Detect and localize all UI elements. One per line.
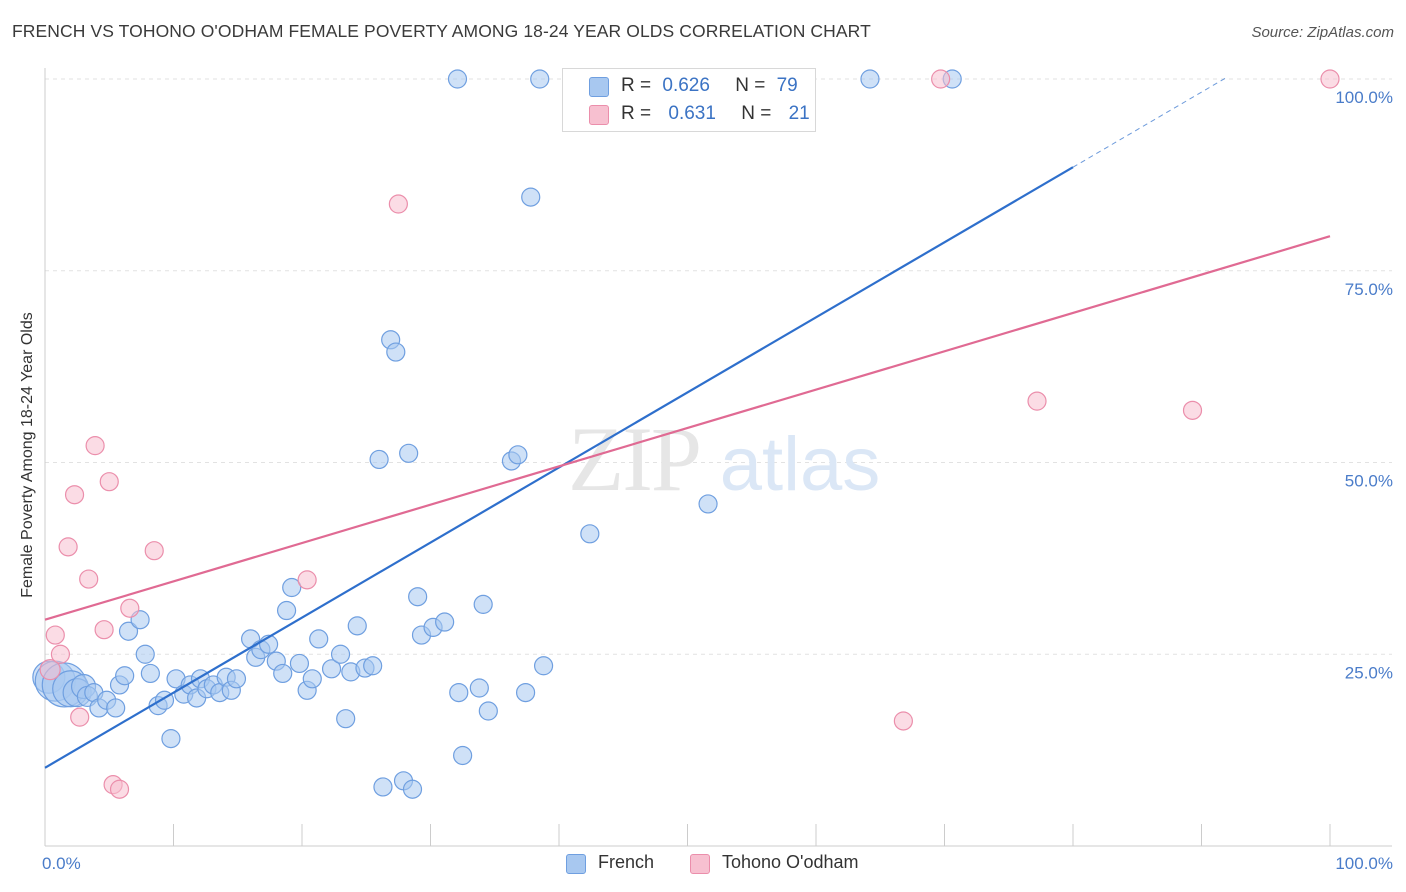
r-label: R =: [621, 103, 652, 124]
french-point: [302, 669, 322, 689]
french-point: [336, 709, 356, 729]
tohono-point: [45, 625, 65, 645]
french-point: [321, 659, 342, 679]
n-value-french: 79: [776, 75, 798, 96]
x-tick-label: 100.0%: [1335, 854, 1393, 873]
r-value-french: 0.626: [662, 75, 710, 96]
french-point: [347, 616, 367, 636]
y-tick-label: 100.0%: [1335, 88, 1393, 107]
correlation-legend: R = 0.626 N = 79 R = 0.631 N = 21: [562, 68, 816, 132]
french-point: [363, 656, 383, 676]
y-tick-label: 75.0%: [1345, 280, 1393, 299]
tohono-point: [70, 707, 90, 727]
french-point: [115, 666, 135, 686]
legend-label-french: French: [598, 852, 655, 872]
data-points: [32, 69, 1340, 799]
french-point: [860, 69, 880, 89]
french-point: [135, 644, 155, 664]
tohono-point: [94, 620, 114, 640]
french-point: [106, 698, 126, 718]
tohono-point: [388, 194, 408, 214]
legend-text-tohono: R = 0.631 N = 21: [621, 103, 810, 125]
french-trend-extension: [1072, 76, 1228, 168]
series-legend: French Tohono O'odham: [0, 852, 1406, 878]
french-point: [478, 701, 498, 721]
french-point: [533, 656, 554, 676]
french-point: [140, 663, 160, 684]
french-point: [449, 682, 469, 703]
tohono-trend-line: [44, 235, 1331, 621]
french-point: [369, 449, 389, 470]
r-value-tohono: 0.631: [668, 103, 716, 124]
tohono-point: [85, 436, 105, 456]
french-point: [399, 443, 419, 463]
chart-source: Source: ZipAtlas.com: [1251, 24, 1394, 41]
tohono-point: [50, 644, 71, 664]
n-label: N =: [735, 75, 766, 96]
french-point: [515, 682, 536, 703]
french-point: [309, 629, 329, 649]
r-label: R =: [621, 75, 652, 96]
french-point: [273, 663, 293, 684]
french-point: [435, 612, 455, 632]
tohono-point: [79, 569, 99, 589]
watermark: ZIP atlas: [568, 408, 880, 510]
french-point: [161, 729, 181, 749]
french-point: [508, 445, 528, 465]
french-point: [402, 779, 423, 799]
french-point: [330, 644, 351, 664]
french-trend-line: [44, 166, 1074, 769]
french-point: [453, 745, 473, 766]
french-point: [118, 621, 139, 641]
tick-labels: 25.0% 50.0% 75.0% 100.0% 0.0% 100.0%: [42, 88, 1393, 873]
french-point: [373, 777, 393, 797]
tohono-swatch: [690, 854, 710, 874]
french-point: [580, 524, 600, 544]
y-tick-label: 25.0%: [1345, 663, 1393, 682]
french-point: [226, 669, 247, 689]
tohono-point: [58, 537, 78, 557]
axes: [44, 68, 1392, 847]
tohono-point: [120, 598, 140, 618]
french-point: [276, 600, 297, 621]
x-tick-label: 0.0%: [42, 854, 81, 873]
french-point: [447, 69, 468, 89]
french-point: [473, 594, 493, 614]
y-tick-label: 50.0%: [1345, 472, 1393, 491]
gridlines: [45, 78, 1392, 655]
legend-label-tohono: Tohono O'odham: [722, 852, 859, 872]
french-point: [386, 342, 406, 362]
french-point: [698, 494, 718, 514]
tohono-point: [1320, 69, 1340, 89]
french-swatch: [589, 77, 609, 97]
tohono-point: [144, 541, 164, 561]
tohono-point: [1027, 391, 1047, 411]
n-value-tohono: 21: [788, 103, 810, 124]
tohono-point: [99, 472, 119, 492]
french-swatch: [566, 854, 586, 874]
tohono-point: [64, 485, 85, 505]
tohono-swatch: [589, 105, 609, 125]
trend-lines: [44, 76, 1331, 769]
tohono-point: [297, 570, 317, 590]
french-point: [282, 577, 302, 598]
tohono-point: [39, 658, 61, 681]
tohono-point: [931, 69, 951, 89]
chart-title: FRENCH VS TOHONO O'ODHAM FEMALE POVERTY …: [12, 21, 871, 41]
n-label: N =: [741, 103, 772, 124]
french-point: [408, 587, 428, 607]
watermark-zip: ZIP: [568, 408, 700, 510]
tohono-point: [109, 779, 130, 799]
tohono-point: [893, 711, 913, 731]
watermark-atlas: atlas: [720, 422, 881, 507]
french-point: [521, 187, 541, 207]
french-point: [289, 653, 310, 674]
french-point: [469, 678, 489, 698]
french-point: [530, 69, 550, 89]
legend-text-french: R = 0.626 N = 79: [621, 75, 798, 97]
tohono-point: [1182, 400, 1203, 420]
